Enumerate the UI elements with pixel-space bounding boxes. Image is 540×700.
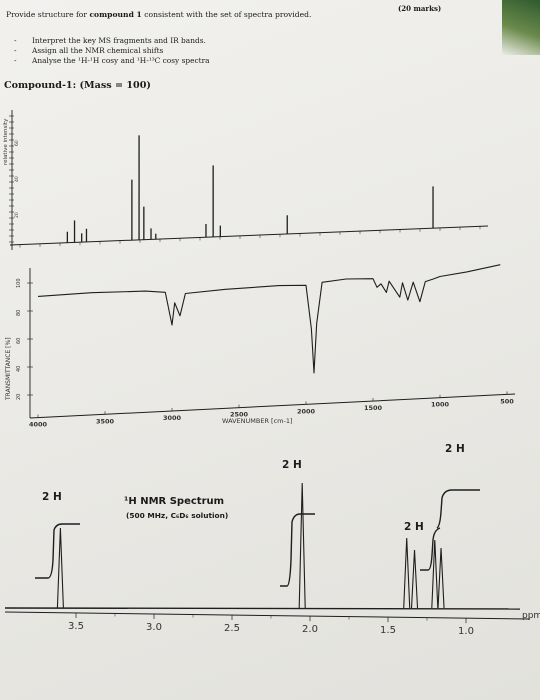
task-item: - Analyse the ¹H-¹H cosy and ¹H-¹³C cosy …: [14, 56, 210, 65]
nmr-peak: [403, 537, 411, 609]
mass-spectrum: relative intensity 60 40 20: [3, 110, 489, 250]
nmr-baseline: [4, 607, 521, 610]
ir-x-axis: [29, 393, 516, 419]
nmr-spectrum: 3.5 3.0 2.5 2.0 1.5 1.0 ppm 2 H 2 H 2 H 2 H: [4, 443, 540, 637]
nmr-integral-curve: [436, 489, 480, 529]
ms-y-label: relative intensity: [3, 118, 9, 165]
nmr-integral-label: 2 H: [445, 443, 465, 455]
background-foliage: [502, 0, 540, 55]
instruction-text-end: consistent with the set of spectra provi…: [141, 10, 312, 19]
nmr-x-tick-label: 3.0: [146, 622, 162, 633]
nmr-peak: [431, 539, 439, 609]
ms-baseline: [9, 225, 489, 246]
task-item: - Interpret the key MS fragments and IR b…: [14, 36, 206, 45]
nmr-integral-curve: [35, 523, 80, 579]
nmr-subtitle: (500 MHz, C₆D₆ solution): [126, 511, 229, 520]
ir-x-tick-label: 1500: [364, 404, 383, 412]
instruction-bold: compound 1: [89, 10, 142, 19]
nmr-x-tick-label: 2.5: [224, 623, 240, 634]
nmr-integral-label: 2 H: [404, 521, 424, 533]
ir-y-tick-label: 60: [16, 338, 22, 344]
nmr-x-tick-label: 1.0: [458, 626, 474, 637]
nmr-peak: [437, 547, 445, 609]
marks-label: (20 marks): [398, 4, 442, 13]
ir-x-tick-label: 2500: [230, 411, 249, 419]
ir-y-label: TRANSMITTANCE [%]: [5, 337, 12, 401]
nmr-title: ¹H NMR Spectrum: [124, 496, 225, 507]
nmr-integral-label: 2 H: [282, 459, 302, 471]
ir-x-tick-label: 3500: [96, 417, 115, 425]
instruction-text: Provide structure for: [6, 10, 90, 19]
ir-x-tick-label: 2000: [297, 407, 316, 415]
nmr-x-axis: [4, 611, 531, 620]
ms-y-tick-label: 60: [14, 140, 20, 146]
nmr-integral-curve: [280, 513, 315, 587]
ir-y-tick-label: 80: [16, 310, 22, 316]
ms-y-tick-label: 40: [14, 176, 20, 182]
task-list: - Interpret the key MS fragments and IR b…: [14, 36, 210, 66]
ir-x-tick-label: 4000: [29, 421, 48, 429]
ir-x-tick-label: 3000: [163, 414, 182, 422]
nmr-peak: [410, 549, 419, 609]
nmr-integral-label: 2 H: [42, 491, 62, 503]
task-item: - Assign all the NMR chemical shifts: [14, 46, 164, 55]
ir-x-label: WAVENUMBER [cm-1]: [222, 417, 293, 425]
ir-y-tick-label: 20: [16, 394, 22, 400]
ir-spectrum: TRANSMITTANCE [%] 100 80 60 40 20 4000 3500 3000…: [5, 264, 516, 429]
ir-trace: [37, 264, 501, 374]
ir-y-tick-label: 100: [16, 278, 22, 288]
nmr-axis-unit: ppm: [522, 611, 540, 621]
nmr-x-tick-label: 3.5: [68, 621, 84, 632]
nmr-x-tick-label: 1.5: [380, 625, 396, 636]
ir-y-tick-label: 40: [16, 366, 22, 372]
ms-y-tick-label: 20: [14, 212, 20, 218]
nmr-peak: [298, 482, 306, 609]
compound-label: Compound-1: (Mass = 100): [4, 80, 151, 91]
nmr-peak: [56, 527, 64, 609]
ir-x-tick-label: 500: [500, 397, 514, 405]
nmr-x-tick-label: 2.0: [302, 624, 318, 635]
nmr-integral-curve: [420, 527, 441, 571]
question-instruction: Provide structure for compound 1 consist…: [6, 10, 311, 19]
ir-x-tick-label: 1000: [431, 401, 450, 409]
